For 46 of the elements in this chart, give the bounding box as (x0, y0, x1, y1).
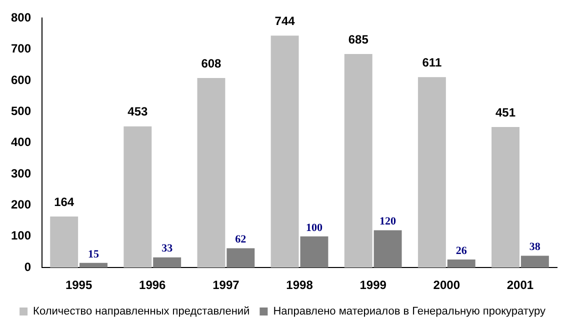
bar (520, 256, 549, 268)
y-tick-label: 500 (10, 104, 32, 118)
data-label: 33 (162, 242, 174, 255)
bar (374, 230, 402, 268)
data-label: 26 (456, 244, 468, 257)
data-label: 451 (495, 105, 516, 120)
y-tick-label: 600 (10, 72, 32, 87)
legend-label: Количество направленных представлений (33, 306, 250, 318)
data-label: 38 (529, 241, 541, 254)
y-tick-label: 400 (10, 135, 32, 150)
bar (226, 248, 255, 268)
y-tick-label: 200 (10, 198, 32, 212)
bar (447, 259, 476, 268)
y-tick-label: 100 (10, 228, 32, 243)
y-tick-label: 800 (10, 10, 32, 25)
data-label: 120 (380, 216, 397, 228)
y-tick-label: 700 (10, 42, 32, 56)
x-tick-label: 1996 (139, 278, 166, 292)
data-label: 62 (235, 234, 247, 246)
bar (124, 126, 152, 268)
bar (50, 216, 78, 268)
y-tick-label: 300 (10, 166, 32, 180)
bar (270, 36, 299, 268)
x-tick-label: 2001 (506, 278, 534, 292)
y-tick-label: 0 (24, 260, 32, 274)
bar (80, 262, 108, 268)
data-label: 744 (274, 14, 296, 28)
legend-label: Направлено материалов в Генеральную прокуратуру (273, 306, 546, 318)
data-label: 608 (201, 56, 222, 70)
bar (344, 54, 372, 268)
data-label: 611 (422, 55, 442, 70)
data-label: 100 (306, 222, 323, 234)
bar (418, 77, 446, 268)
x-tick-label: 1998 (286, 278, 314, 292)
bar (153, 257, 182, 268)
bar (300, 236, 328, 268)
x-tick-label: 1999 (360, 278, 387, 292)
x-tick-label: 1997 (212, 278, 240, 292)
data-label: 15 (88, 248, 100, 260)
x-tick-label: 1995 (65, 278, 92, 292)
bar (492, 127, 520, 268)
bar (197, 78, 226, 268)
data-label: 685 (348, 32, 369, 46)
data-label: 164 (54, 194, 74, 209)
data-label: 453 (128, 104, 148, 119)
x-tick-label: 2000 (433, 278, 460, 292)
